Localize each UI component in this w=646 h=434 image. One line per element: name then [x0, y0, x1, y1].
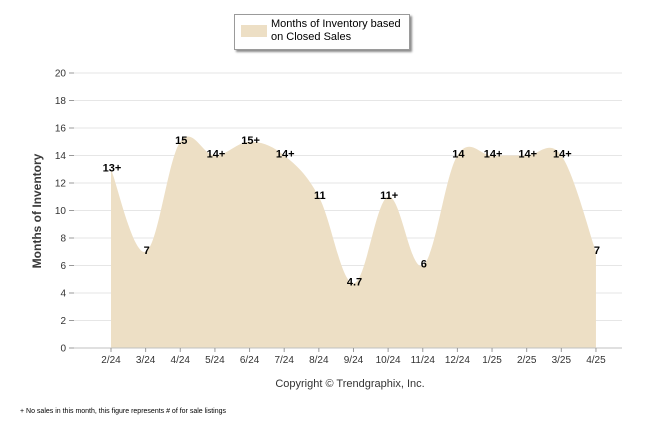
data-labels: 13+ 7 15 14+ 15+ 14+ 11 4.7 11+ 6 14 14+ 14+ 14+ 7 — [103, 135, 600, 289]
y-tick-label: 20 — [55, 69, 67, 80]
x-tick-label: 2/24 — [101, 355, 121, 366]
x-tick-label: 7/24 — [274, 355, 294, 366]
x-tick-label: 4/25 — [586, 355, 606, 366]
x-tick-label: 5/24 — [205, 355, 225, 366]
legend-swatch — [241, 25, 267, 37]
x-tick-label: 10/24 — [376, 355, 401, 366]
y-tick-label: 2 — [60, 316, 66, 327]
x-tick-label: 3/25 — [552, 355, 572, 366]
y-tick-label: 8 — [60, 234, 66, 245]
x-tick-label: 8/24 — [309, 355, 329, 366]
footnote: + No sales in this month, this figure re… — [20, 408, 227, 415]
x-tick-label: 6/24 — [240, 355, 260, 366]
y-tick-label: 10 — [55, 206, 67, 217]
data-label: 14+ — [553, 149, 572, 161]
data-label: 13+ — [103, 162, 122, 174]
data-label: 14+ — [276, 149, 295, 161]
data-label: 14+ — [484, 149, 503, 161]
y-axis-label: Months of Inventory — [30, 153, 44, 268]
data-label: 11 — [314, 190, 326, 202]
data-label: 14 — [452, 149, 465, 161]
x-tick-label: 9/24 — [344, 355, 364, 366]
y-tick-labels: 0 2 4 6 8 10 12 14 16 18 20 — [55, 69, 67, 355]
x-tick-label: 12/24 — [445, 355, 470, 366]
data-label: 15+ — [241, 135, 260, 147]
copyright-text: Copyright © Trendgraphix, Inc. — [275, 378, 424, 390]
legend: Months of Inventory based on Closed Sale… — [234, 14, 410, 50]
x-tick-label: 3/24 — [136, 355, 156, 366]
y-tick-label: 0 — [60, 344, 66, 355]
y-tick-label: 14 — [55, 151, 67, 162]
y-tick-label: 4 — [60, 289, 66, 300]
data-label: 14+ — [207, 149, 226, 161]
legend-label: Months of Inventory based on Closed Sale… — [271, 18, 401, 43]
data-label: 7 — [594, 245, 600, 257]
x-tick-label: 11/24 — [411, 355, 436, 366]
y-tick-label: 6 — [60, 261, 66, 272]
y-tick-label: 16 — [55, 124, 67, 135]
data-label: 6 — [421, 259, 427, 271]
data-label: 15 — [175, 135, 187, 147]
data-label: 4.7 — [347, 276, 362, 288]
data-label: 7 — [144, 245, 150, 257]
x-tick-label: 4/24 — [171, 355, 191, 366]
data-label: 11+ — [380, 190, 398, 202]
data-label: 14+ — [518, 149, 537, 161]
x-tick-label: 1/25 — [482, 355, 502, 366]
y-tick-label: 12 — [55, 179, 67, 190]
x-tick-labels: 2/24 3/24 4/24 5/24 6/24 7/24 8/24 9/24 10/24 11/… — [101, 348, 606, 366]
x-tick-label: 2/25 — [517, 355, 537, 366]
y-tick-label: 18 — [55, 96, 67, 107]
series-area — [111, 136, 596, 348]
